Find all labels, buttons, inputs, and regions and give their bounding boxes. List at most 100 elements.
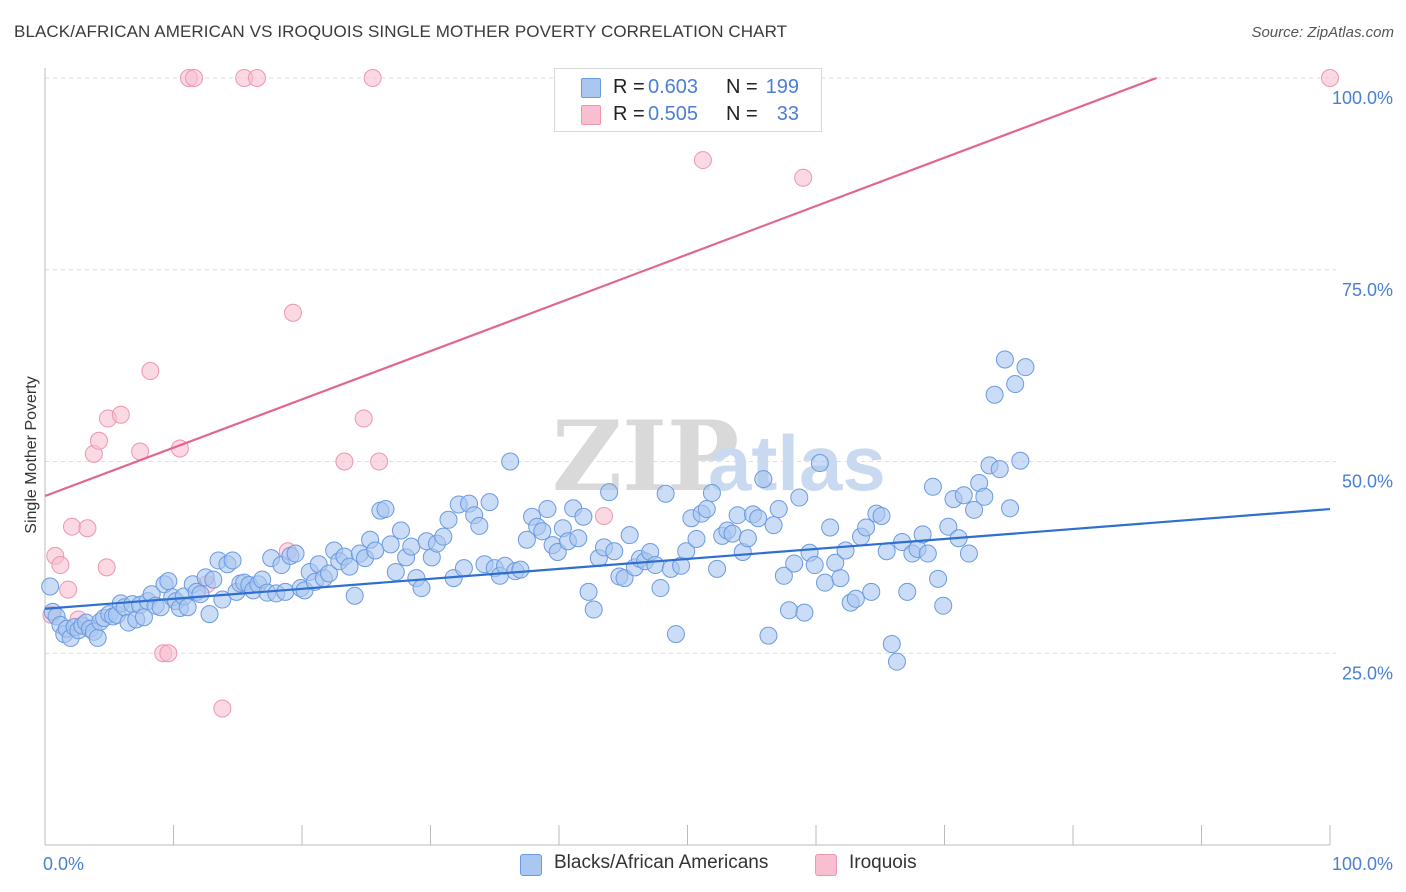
y-tick-label: 100.0% bbox=[1332, 88, 1393, 108]
blacks-point bbox=[862, 582, 881, 601]
blacks-point bbox=[391, 521, 410, 540]
bottom-legend-label-blacks: Blacks/African Americans bbox=[554, 852, 769, 873]
bottom-legend-swatch-blue bbox=[520, 854, 542, 876]
blacks-point bbox=[656, 484, 675, 503]
iroquois-point bbox=[794, 168, 813, 187]
blacks-point bbox=[600, 483, 619, 502]
x-tick-labels: 0.0% 100.0% bbox=[43, 854, 1393, 874]
blacks-point bbox=[985, 385, 1004, 404]
iroquois-point bbox=[111, 405, 130, 424]
blacks-point bbox=[780, 601, 799, 620]
iroquois-point bbox=[78, 519, 97, 538]
blacks-point bbox=[340, 557, 359, 576]
blacks-point bbox=[805, 556, 824, 575]
blacks-point bbox=[620, 526, 639, 545]
blacks-point bbox=[882, 635, 901, 654]
blacks-point bbox=[872, 506, 891, 525]
blacks-point bbox=[898, 582, 917, 601]
iroquois-point bbox=[185, 69, 204, 87]
iroquois-point bbox=[363, 69, 382, 87]
blacks-point bbox=[965, 500, 984, 519]
blacks-point bbox=[574, 507, 593, 526]
blacks-point bbox=[88, 628, 107, 647]
blacks-point bbox=[934, 596, 953, 615]
blacks-point bbox=[191, 585, 210, 604]
blacks-point bbox=[439, 510, 458, 529]
y-tick-label: 25.0% bbox=[1342, 663, 1393, 683]
iroquois-points bbox=[42, 69, 1339, 718]
iroquois-point bbox=[213, 699, 232, 718]
blacks-point bbox=[702, 483, 721, 502]
blacks-point bbox=[918, 544, 937, 563]
iroquois-point bbox=[370, 452, 389, 471]
blacks-point bbox=[708, 559, 727, 578]
blacks-point bbox=[178, 598, 197, 617]
blacks-point bbox=[41, 577, 60, 596]
legend-swatch-pink bbox=[581, 105, 601, 125]
blacks-point bbox=[569, 529, 588, 548]
blacks-point bbox=[995, 350, 1014, 369]
blacks-point bbox=[774, 566, 793, 585]
axes bbox=[44, 68, 1331, 846]
blacks-point bbox=[434, 527, 453, 546]
trend-lines bbox=[44, 76, 1331, 610]
legend-row-blacks: R = 0.603 N = 199 bbox=[555, 74, 821, 100]
blacks-point bbox=[319, 564, 338, 583]
blacks-point bbox=[836, 541, 855, 560]
legend-row-iroquois: R = 0.505 N = 33 bbox=[555, 101, 821, 127]
blacks-point bbox=[381, 535, 400, 554]
y-axis-title: Single Mother Poverty bbox=[23, 376, 40, 533]
blacks-point bbox=[749, 509, 768, 528]
blacks-point bbox=[887, 652, 906, 671]
blacks-point bbox=[1011, 451, 1030, 470]
blacks-point bbox=[923, 477, 942, 496]
blacks-point bbox=[1006, 375, 1025, 394]
blacks-point bbox=[454, 559, 473, 578]
legend-r-value: 0.603 bbox=[648, 76, 699, 98]
blacks-point bbox=[759, 626, 778, 645]
blacks-points bbox=[41, 350, 1035, 671]
blacks-trend-line bbox=[44, 507, 1331, 610]
iroquois-point bbox=[594, 506, 613, 525]
x-tick-label: 0.0% bbox=[43, 854, 84, 874]
blacks-point bbox=[480, 493, 499, 512]
blacks-point bbox=[785, 554, 804, 573]
source-label: Source: ZipAtlas.com bbox=[1251, 24, 1394, 41]
x-tick-label: 100.0% bbox=[1332, 854, 1393, 874]
blacks-point bbox=[412, 579, 431, 598]
blacks-point bbox=[954, 486, 973, 505]
blacks-point bbox=[376, 500, 395, 519]
blacks-point bbox=[764, 516, 783, 535]
legend-swatch-blue bbox=[581, 78, 601, 98]
blacks-point bbox=[517, 530, 536, 549]
blacks-point bbox=[723, 524, 742, 543]
blacks-point bbox=[501, 452, 520, 471]
iroquois-point bbox=[51, 556, 70, 575]
y-tick-label: 50.0% bbox=[1342, 472, 1393, 492]
chart-title: BLACK/AFRICAN AMERICAN VS IROQUOIS SINGL… bbox=[14, 22, 788, 41]
blacks-point bbox=[646, 556, 665, 575]
blacks-point bbox=[204, 570, 223, 589]
legend-n-value: 199 bbox=[765, 76, 799, 98]
blacks-point bbox=[159, 572, 178, 591]
blacks-point bbox=[738, 529, 757, 548]
blacks-point bbox=[795, 603, 814, 622]
blacks-point bbox=[276, 582, 295, 601]
blacks-point bbox=[687, 529, 706, 548]
blacks-point bbox=[345, 586, 364, 605]
legend-n-value: 33 bbox=[776, 103, 799, 125]
iroquois-point bbox=[62, 517, 81, 536]
blacks-point bbox=[939, 517, 958, 536]
iroquois-point bbox=[97, 558, 116, 577]
blacks-point bbox=[697, 500, 716, 519]
blacks-point bbox=[790, 488, 809, 507]
blacks-point bbox=[533, 522, 552, 541]
grid-lines bbox=[45, 77, 1336, 654]
legend-n-label: N = bbox=[726, 76, 758, 98]
blacks-point bbox=[584, 600, 603, 619]
bottom-legend-label-iroquois: Iroquois bbox=[849, 852, 917, 873]
iroquois-point bbox=[1321, 69, 1339, 87]
blacks-point bbox=[975, 487, 994, 506]
blacks-point bbox=[223, 551, 242, 570]
blacks-point bbox=[754, 470, 773, 489]
